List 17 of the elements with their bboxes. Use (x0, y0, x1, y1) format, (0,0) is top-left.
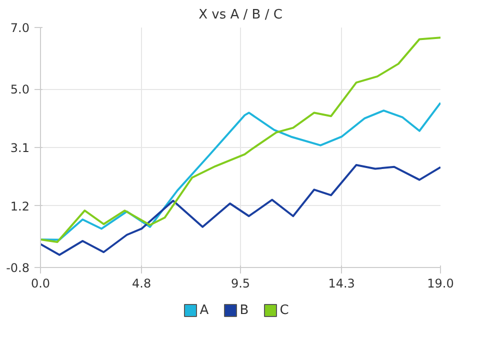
y-tick-label: 3.1 (10, 141, 30, 155)
x-tick-label: 19.0 (427, 276, 454, 290)
y-tick-label: 7.0 (10, 21, 30, 35)
line-series (40, 102, 440, 241)
y-tick-label: 1.2 (10, 199, 30, 214)
y-tick-label: -0.8 (6, 261, 30, 275)
y-tick-label: 5.0 (10, 82, 30, 97)
x-tick-label: 4.8 (132, 276, 152, 290)
legend-label: C (280, 303, 289, 318)
x-tick-label: 14.3 (328, 276, 355, 290)
x-tick-label: 0.0 (30, 276, 50, 290)
legend-label: B (240, 303, 249, 318)
x-tick-label: 9.5 (230, 276, 250, 290)
legend-label: A (200, 303, 209, 318)
line-series (40, 164, 440, 256)
line-series (40, 36, 440, 243)
chart-title: X vs A / B / C (198, 8, 282, 22)
